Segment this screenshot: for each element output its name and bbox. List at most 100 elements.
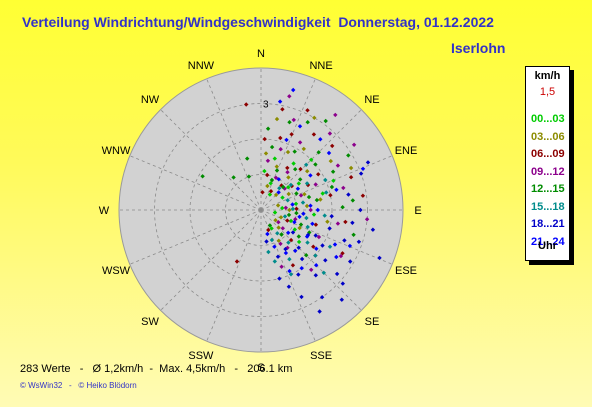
wind-point-15---18-11 — [288, 182, 294, 188]
direction-label-ssw: SSW — [188, 350, 214, 362]
wind-point-18---21-28 — [377, 255, 382, 261]
wind-point-03---06-21 — [301, 146, 306, 152]
wind-point-03---06-17 — [348, 165, 354, 171]
wind-point-18---21-10 — [358, 171, 364, 176]
wind-point-15---18-8 — [300, 200, 306, 205]
wind-point-21---24-8 — [276, 190, 281, 195]
wind-point-09---12-4 — [351, 142, 357, 147]
wind-point-03---06-0 — [274, 116, 280, 122]
wind-point-12---15-32 — [245, 156, 250, 161]
wind-point-00---03-14 — [272, 156, 277, 161]
wind-point-12---15-8 — [329, 184, 335, 190]
wind-point-21---24-12 — [277, 99, 283, 104]
wind-point-12---15-7 — [346, 153, 351, 158]
wind-point-18---21-5 — [320, 243, 325, 248]
wind-point-03---06-5 — [287, 207, 292, 213]
wind-point-06---09-27 — [298, 166, 303, 172]
wind-point-12---15-22 — [292, 149, 297, 154]
legend-entry-12---15: 12...15 — [531, 183, 565, 195]
wind-point-03---06-13 — [286, 191, 291, 197]
wind-point-18---21-12 — [296, 245, 301, 250]
wind-point-15---18-0 — [286, 240, 291, 245]
wind-point-09---12-6 — [341, 185, 346, 191]
wind-point-09---12-27 — [285, 170, 290, 175]
wind-point-06---09-10 — [290, 263, 296, 268]
legend-unit: km/h — [534, 70, 561, 82]
wind-point-06---09-13 — [305, 108, 310, 113]
wind-point-12---15-28 — [298, 222, 304, 227]
wind-point-21---24-20 — [308, 203, 313, 208]
wind-point-21---24-2 — [286, 230, 291, 235]
legend-entry-15---18: 15...18 — [531, 200, 565, 213]
wind-point-03---06-18 — [275, 203, 281, 208]
wind-point-18---21-18 — [277, 276, 282, 281]
wind-point-18---21-22 — [323, 258, 328, 263]
legend-entry-06---09: 06...09 — [531, 148, 565, 160]
legend-peak-value: 1,5 — [539, 86, 556, 98]
wind-point-03---06-15 — [273, 218, 278, 223]
ring-label-3: 3 — [263, 100, 269, 111]
legend-entry-18---21: 18...21 — [531, 218, 565, 230]
wind-point-06---09-20 — [266, 227, 271, 233]
wind-point-21---24-4 — [297, 214, 302, 219]
wind-point-09---12-16 — [335, 221, 341, 226]
wind-point-00---03-18 — [286, 185, 291, 190]
wind-point-15---18-22 — [323, 177, 328, 183]
wind-point-06---09-30 — [311, 244, 316, 249]
wind-point-15---18-6 — [282, 214, 288, 219]
wind-point-06---09-7 — [328, 193, 333, 198]
wind-point-12---15-25 — [306, 194, 312, 200]
wind-point-09---12-21 — [364, 217, 370, 222]
direction-label-sse: SSE — [310, 350, 332, 362]
wind-point-21---24-11 — [291, 87, 296, 93]
wind-point-12---15-1 — [231, 175, 236, 180]
wind-point-00---03-6 — [296, 239, 302, 245]
wind-point-00---03-4 — [293, 201, 299, 206]
wind-point-12---15-6 — [316, 150, 321, 155]
wind-point-06---09-6 — [316, 172, 321, 177]
wind-point-12---15-12 — [304, 253, 309, 258]
wind-point-12---15-23 — [313, 162, 318, 167]
wind-point-03---06-14 — [273, 192, 279, 198]
speed-time-legend: km/h 1,5 00...03 03...06 06...09 09...12 12.… — [525, 66, 570, 261]
wind-point-12---15-11 — [296, 234, 301, 239]
wind-point-15---18-7 — [322, 213, 327, 218]
wind-point-18---21-9 — [346, 192, 351, 197]
speed-ring-2 — [189, 138, 333, 282]
wind-point-03---06-10 — [318, 197, 323, 202]
wind-point-00---03-9 — [309, 157, 314, 162]
wind-point-15---18-2 — [269, 237, 275, 243]
wind-point-06---09-15 — [305, 182, 311, 188]
wind-point-12---15-24 — [330, 169, 336, 174]
wind-point-18---21-7 — [370, 227, 376, 232]
wind-point-18---21-16 — [329, 214, 334, 219]
wind-point-12---15-27 — [286, 212, 292, 218]
wind-point-12---15-17 — [298, 177, 303, 182]
direction-label-wnw: WNW — [102, 145, 131, 157]
wind-point-12---15-31 — [281, 184, 286, 190]
wind-point-21---24-27 — [326, 150, 332, 156]
wind-point-06---09-22 — [311, 132, 317, 137]
wind-point-21---24-10 — [284, 137, 289, 143]
wind-point-06---09-17 — [294, 206, 299, 211]
wind-point-18---21-19 — [264, 239, 269, 244]
wind-point-06---09-28 — [360, 193, 366, 198]
wind-point-09---12-3 — [327, 131, 333, 136]
wind-point-12---15-33 — [269, 177, 275, 183]
wind-point-21---24-30 — [347, 243, 353, 249]
wind-point-21---24-16 — [314, 263, 319, 268]
wind-point-21---24-24 — [265, 231, 270, 237]
legend-entry-21---24: 21...24 — [531, 235, 565, 248]
wind-point-12---15-0 — [200, 174, 205, 179]
wind-point-00---03-8 — [268, 181, 273, 186]
wind-point-18---21-31 — [340, 281, 345, 286]
wind-point-03---06-1 — [285, 149, 291, 155]
wind-point-06---09-14 — [279, 183, 284, 188]
wind-point-03---06-22 — [305, 169, 310, 174]
wind-point-15---18-5 — [327, 244, 333, 249]
wind-point-09---12-1 — [291, 117, 296, 123]
wind-point-18---21-3 — [286, 284, 292, 289]
wind-point-15---18-3 — [266, 249, 271, 255]
wind-point-15---18-1 — [287, 257, 292, 262]
